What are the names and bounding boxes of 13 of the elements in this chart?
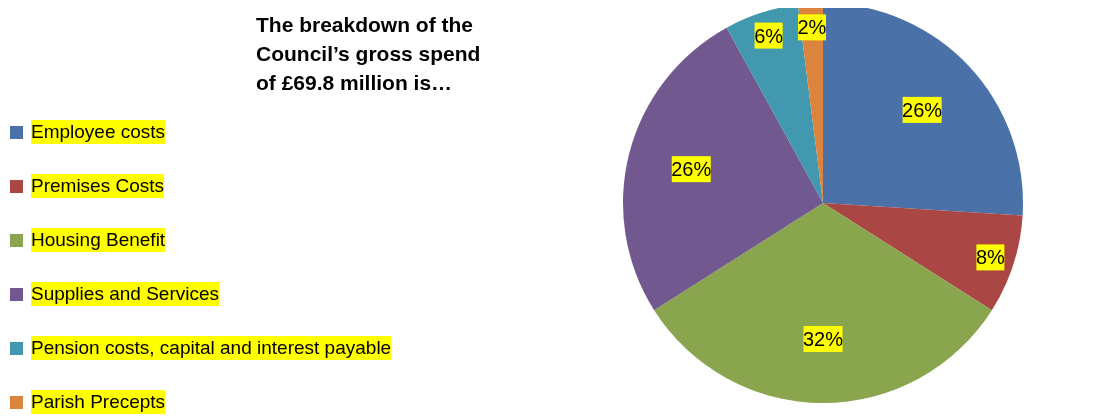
data-label: 26% <box>671 158 712 181</box>
legend-label: Supplies and Services <box>31 282 219 306</box>
legend-label: Employee costs <box>31 120 166 144</box>
data-label: 8% <box>975 246 1006 269</box>
data-label: 26% <box>902 98 943 121</box>
legend-label: Pension costs, capital and interest payable <box>31 336 392 360</box>
data-label: 2% <box>797 16 827 39</box>
legend-label: Parish Precepts <box>31 390 166 414</box>
data-label: 32% <box>802 328 844 350</box>
legend-label: Housing Benefit <box>31 228 166 252</box>
legend-label: Premises Costs <box>31 174 165 198</box>
text: The breakdown of the Council’s gross spend of £69.8 million is… <box>256 12 482 96</box>
data-label: 6% <box>754 24 784 47</box>
